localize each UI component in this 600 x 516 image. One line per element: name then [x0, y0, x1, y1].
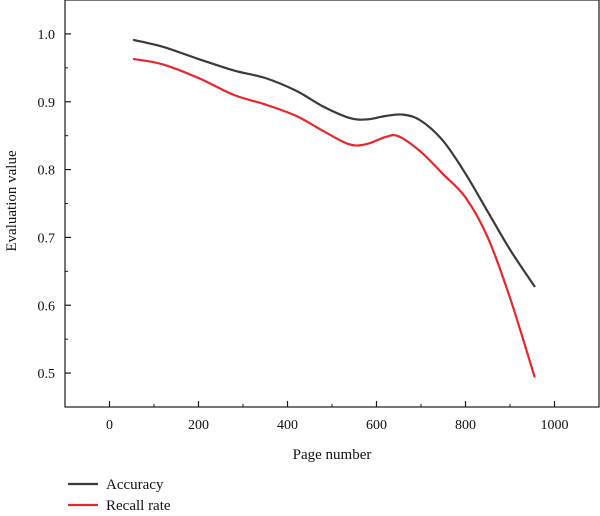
x-tick-label: 600 — [366, 418, 387, 433]
series-line-recall-rate — [132, 57, 536, 378]
x-tick-label: 800 — [455, 418, 476, 433]
y-tick-label: 0.9 — [38, 96, 56, 111]
y-tick-label: 0.6 — [38, 299, 56, 314]
y-tick-label: 0.7 — [38, 231, 56, 246]
y-axis: 0.5 0.6 0.7 0.8 0.9 1.0 — [38, 28, 71, 382]
legend-label-accuracy: Accuracy — [106, 477, 164, 493]
x-tick-label: 1000 — [541, 418, 569, 433]
x-tick-label: 400 — [277, 418, 298, 433]
series-layer — [132, 38, 536, 378]
x-axis: 0 200 400 600 800 1000 — [106, 401, 569, 433]
y-tick-label: 0.5 — [38, 367, 56, 382]
y-tick-label: 0.8 — [38, 164, 56, 179]
y-tick-label: 1.0 — [38, 28, 56, 43]
y-axis-title: Evaluation value — [4, 150, 20, 252]
legend: Accuracy Recall rate — [68, 477, 171, 514]
x-axis-title: Page number — [293, 447, 372, 463]
legend-label-recall-rate: Recall rate — [106, 498, 171, 514]
x-tick-label: 0 — [106, 418, 113, 433]
series-line-accuracy — [132, 38, 536, 288]
x-tick-label: 200 — [188, 418, 209, 433]
